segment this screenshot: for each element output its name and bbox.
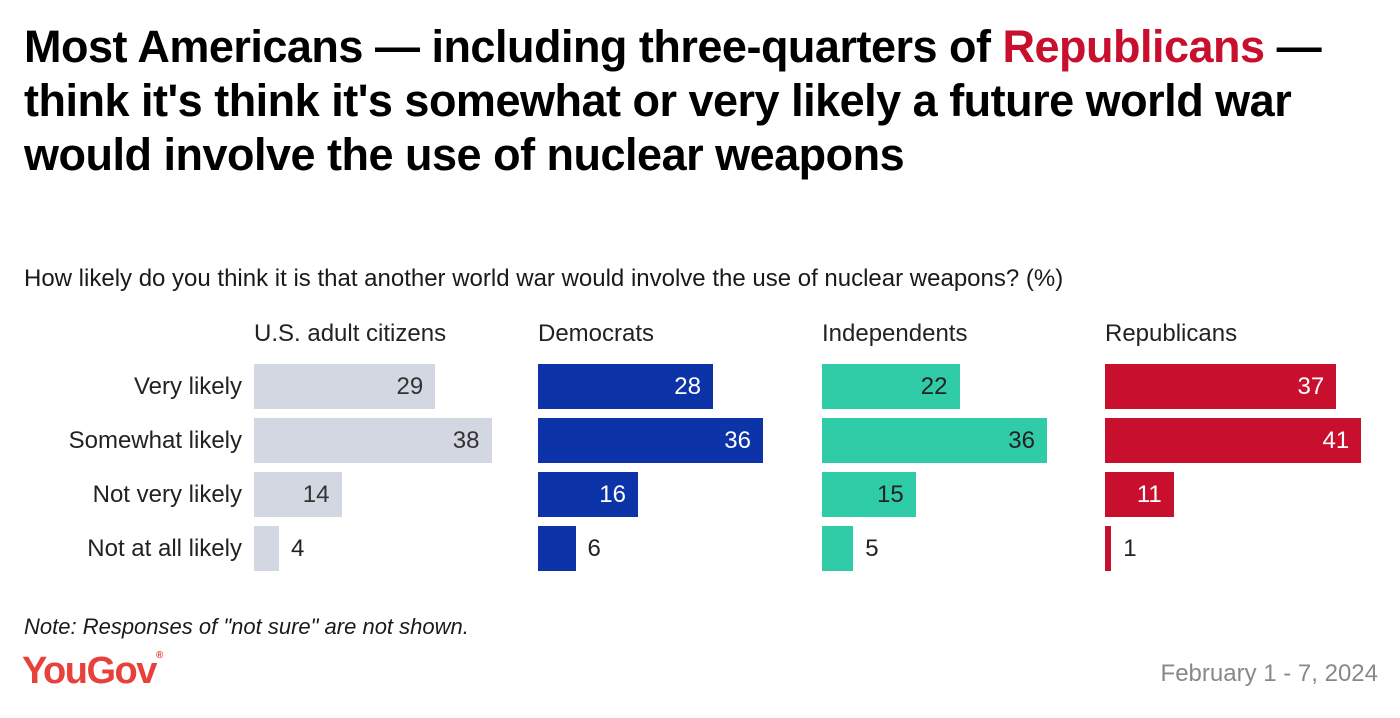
- logo-text: YouGov: [22, 650, 157, 692]
- panel-title-u-s-adult-citizens: U.S. adult citizens: [254, 320, 447, 347]
- bar-independents-very-likely: [822, 364, 960, 409]
- row-label-not-at-all-likely: Not at all likely: [87, 535, 242, 562]
- value-label-democrats-very-likely: 28: [674, 373, 701, 400]
- value-label-independents-very-likely: 22: [920, 373, 948, 400]
- bar-democrats-not-at-all-likely: [538, 526, 576, 571]
- value-label-u-s-adult-citizens-very-likely: 29: [396, 373, 424, 400]
- panel-title-independents: Independents: [822, 320, 968, 347]
- bar-republicans-very-likely: [1105, 364, 1337, 409]
- value-label-republicans-not-at-all-likely: 1: [1123, 535, 1137, 562]
- row-label-not-very-likely: Not very likely: [92, 481, 242, 508]
- bar-u-s-adult-citizens-not-very-likely: [254, 472, 342, 517]
- row-label-somewhat-likely: Somewhat likely: [68, 427, 242, 454]
- value-label-u-s-adult-citizens-not-at-all-likely: 4: [291, 535, 305, 562]
- bar-u-s-adult-citizens-not-at-all-likely: [254, 526, 279, 571]
- bar-republicans-not-at-all-likely: [1105, 526, 1112, 571]
- value-label-independents-not-at-all-likely: 5: [865, 535, 879, 562]
- survey-date: February 1 - 7, 2024: [1160, 660, 1378, 687]
- value-label-independents-not-very-likely: 15: [877, 481, 904, 508]
- logo-registered-mark: ®: [155, 650, 164, 661]
- chart-subtitle: How likely do you think it is that anoth…: [24, 265, 1064, 292]
- row-label-very-likely: Very likely: [133, 373, 242, 400]
- value-label-republicans-somewhat-likely: 41: [1322, 427, 1350, 454]
- title-part-2: — think it's think it's somewhat or very…: [24, 21, 1322, 180]
- value-label-democrats-not-at-all-likely: 6: [587, 535, 601, 562]
- chart-note: Note: Responses of "not sure" are not sh…: [24, 614, 469, 639]
- value-label-independents-somewhat-likely: 36: [1008, 427, 1035, 454]
- value-label-republicans-not-very-likely: 11: [1136, 481, 1162, 508]
- bar-democrats-very-likely: [538, 364, 713, 409]
- bar-republicans-not-very-likely: [1105, 472, 1174, 517]
- bar-independents-not-very-likely: [822, 472, 916, 517]
- value-label-u-s-adult-citizens-not-very-likely: 14: [302, 481, 330, 508]
- value-label-u-s-adult-citizens-somewhat-likely: 38: [452, 427, 480, 454]
- bar-u-s-adult-citizens-very-likely: [254, 364, 436, 409]
- value-label-republicans-very-likely: 37: [1297, 373, 1325, 400]
- value-label-democrats-somewhat-likely: 36: [724, 427, 751, 454]
- chart-title: Most Americans — including three-quarter…: [24, 20, 1354, 182]
- title-part-1: Most Americans — including three-quarter…: [24, 21, 1003, 72]
- value-label-democrats-not-very-likely: 16: [599, 481, 626, 508]
- bar-chart: Very likely Somewhat likely Not very likel…: [0, 300, 1400, 600]
- panel-title-republicans: Republicans: [1105, 320, 1238, 347]
- title-highlight: Republicans: [1002, 21, 1266, 72]
- bar-independents-somewhat-likely: [822, 418, 1047, 463]
- bar-u-s-adult-citizens-somewhat-likely: [254, 418, 492, 463]
- bar-democrats-somewhat-likely: [538, 418, 763, 463]
- yougov-logo: YouGov®: [22, 650, 163, 693]
- bar-democrats-not-very-likely: [538, 472, 638, 517]
- bar-independents-not-at-all-likely: [822, 526, 854, 571]
- bar-republicans-somewhat-likely: [1105, 418, 1362, 463]
- panel-title-democrats: Democrats: [538, 320, 655, 347]
